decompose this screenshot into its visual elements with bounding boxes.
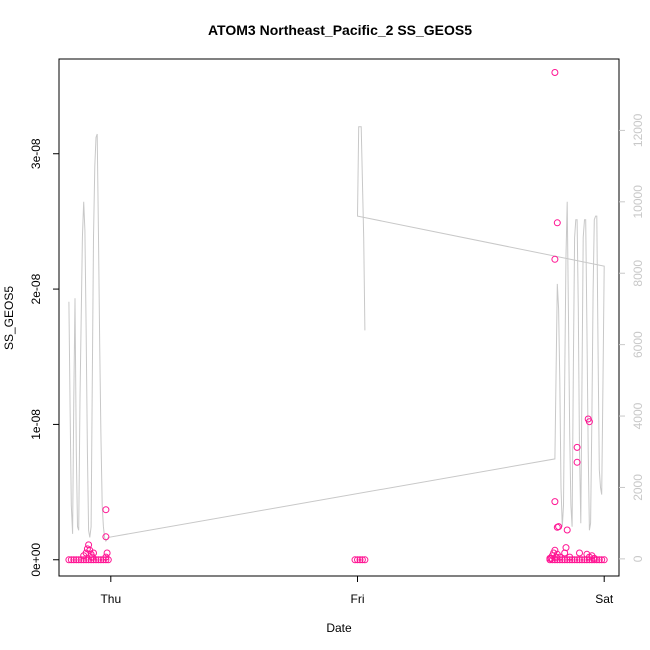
data-point (65, 556, 73, 564)
data-point (102, 533, 110, 541)
y-tick-label: 2e-08 (29, 273, 43, 304)
x-tick-label: Sat (595, 592, 614, 606)
x-axis: Thu Fri Sat (100, 576, 614, 606)
series-layer (65, 69, 608, 564)
data-point (356, 556, 364, 564)
data-point (72, 556, 80, 564)
y2-tick-label: 8000 (631, 260, 645, 287)
data-point (102, 553, 110, 561)
data-point (595, 556, 603, 564)
data-point (578, 556, 586, 564)
data-point (361, 556, 369, 564)
data-point (573, 556, 581, 564)
data-point (590, 554, 598, 562)
data-point (358, 556, 366, 564)
y2-tick-label: 6000 (631, 331, 645, 358)
secondary-y-axis: 0 2000 4000 6000 8000 10000 12000 (619, 113, 645, 562)
data-point (566, 553, 574, 561)
y-tick-label: 0e+00 (29, 543, 43, 577)
data-point (553, 219, 561, 227)
data-point (555, 523, 563, 531)
y-axis: 0e+00 1e-08 2e-08 3e-08 (29, 138, 59, 577)
data-point (551, 69, 559, 76)
data-point (95, 556, 102, 564)
data-point (600, 556, 608, 564)
y2-tick-label: 0 (631, 555, 645, 562)
data-point (566, 556, 574, 564)
data-point (351, 556, 359, 564)
data-point (70, 556, 78, 564)
data-point (551, 255, 559, 263)
y2-tick-label: 4000 (631, 402, 645, 429)
data-point (573, 458, 581, 466)
series-line (68, 126, 605, 543)
data-point (563, 526, 571, 534)
plot-frame (58, 58, 620, 577)
data-point (576, 556, 583, 564)
data-point (102, 556, 110, 564)
data-point (80, 556, 88, 564)
y2-tick-label: 12000 (631, 113, 645, 147)
x-axis-label: Date (326, 621, 352, 635)
y-tick-label: 1e-08 (29, 409, 43, 440)
y2-tick-label: 2000 (631, 474, 645, 501)
data-point (562, 544, 570, 552)
data-point (556, 553, 564, 561)
data-point (551, 498, 559, 506)
data-point (103, 549, 111, 557)
y-axis-label: SS_GEOS5 (2, 286, 16, 350)
data-point (75, 556, 83, 564)
data-point (67, 556, 75, 564)
y-tick-label: 3e-08 (29, 138, 43, 169)
data-point (354, 556, 361, 564)
x-tick-label: Fri (351, 592, 365, 606)
chart-title: ATOM3 Northeast_Pacific_2 SS_GEOS5 (208, 22, 472, 38)
data-point (102, 506, 110, 514)
data-point (88, 553, 96, 561)
data-point (585, 418, 593, 426)
data-point (90, 549, 97, 557)
x-tick-label: Thu (100, 592, 121, 606)
data-point (573, 443, 581, 451)
data-point (598, 556, 606, 564)
data-point (576, 549, 583, 557)
y2-tick-label: 10000 (631, 185, 645, 219)
